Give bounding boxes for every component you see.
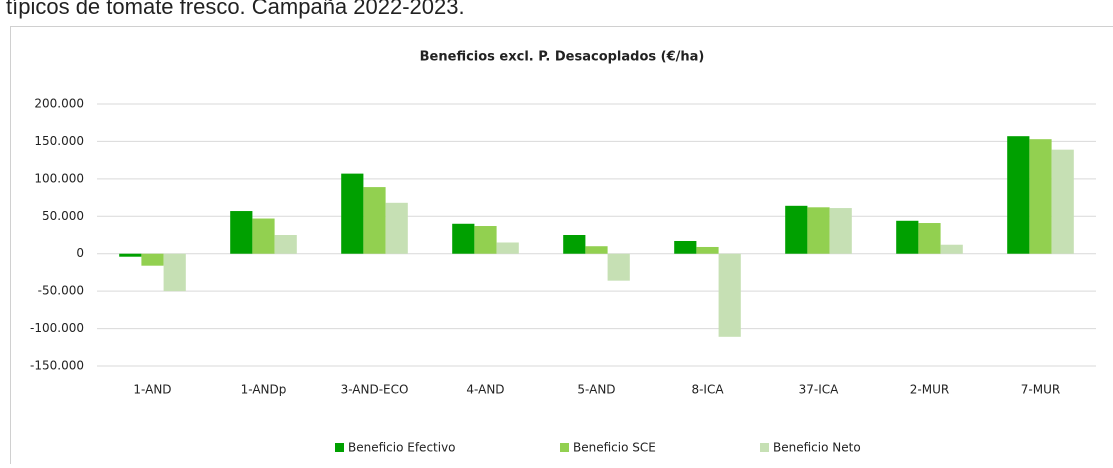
x-tick-label: 37-ICA	[799, 383, 840, 397]
bar	[719, 254, 741, 337]
x-tick-label: 5-AND	[577, 383, 615, 397]
bar	[896, 221, 918, 254]
bar	[141, 254, 163, 266]
bar	[452, 224, 474, 254]
bar	[1007, 136, 1029, 254]
bar	[696, 247, 718, 254]
bar	[608, 254, 630, 281]
x-tick-label: 1-AND	[133, 383, 171, 397]
legend-swatch	[760, 443, 769, 452]
bar	[830, 208, 852, 254]
y-tick-label: 50.000	[42, 209, 84, 223]
bar	[785, 206, 807, 254]
y-tick-label: 0	[76, 246, 84, 260]
bar	[585, 246, 607, 253]
x-tick-label: 8-ICA	[691, 383, 724, 397]
bar	[341, 174, 363, 254]
bar	[807, 207, 829, 253]
x-tick-label: 3-AND-ECO	[341, 383, 409, 397]
bar	[941, 245, 963, 254]
bar	[119, 254, 141, 257]
bar	[252, 219, 274, 254]
legend-label: Beneficio SCE	[573, 441, 656, 455]
y-tick-label: -150.000	[30, 359, 84, 373]
bar	[563, 235, 585, 254]
bar	[474, 226, 496, 254]
legend-label: Beneficio Neto	[773, 441, 861, 455]
x-tick-label: 7-MUR	[1021, 383, 1060, 397]
bar	[164, 254, 186, 291]
legend-label: Beneficio Efectivo	[348, 441, 456, 455]
bar	[918, 223, 940, 254]
chart-title: Beneficios excl. P. Desacoplados (€/ha)	[420, 50, 705, 65]
bar	[230, 211, 252, 254]
bar	[386, 203, 408, 254]
heading: típicos de tomate fresco. Campaña 2022-2…	[6, 0, 465, 19]
bar	[363, 187, 385, 254]
x-tick-label: 2-MUR	[910, 383, 949, 397]
y-tick-label: 200.000	[34, 97, 84, 111]
bar	[1029, 139, 1051, 254]
x-tick-label: 1-ANDp	[241, 383, 287, 397]
legend-swatch	[560, 443, 569, 452]
bar	[674, 241, 696, 254]
bar	[497, 242, 519, 253]
y-tick-label: -50.000	[38, 284, 84, 298]
x-tick-label: 4-AND	[466, 383, 504, 397]
y-tick-label: 150.000	[34, 134, 84, 148]
bar	[1052, 150, 1074, 254]
legend-swatch	[335, 443, 344, 452]
y-tick-label: 100.000	[34, 171, 84, 185]
bar	[275, 235, 297, 254]
y-tick-label: -100.000	[30, 321, 84, 335]
